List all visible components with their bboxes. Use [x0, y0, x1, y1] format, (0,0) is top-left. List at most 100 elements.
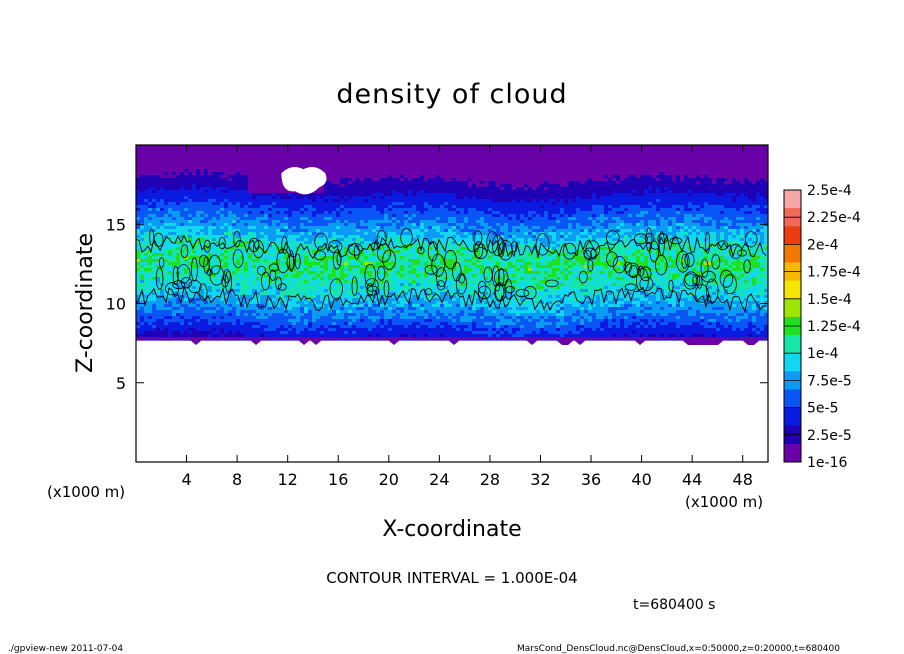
density-cell	[220, 145, 225, 149]
density-cell	[428, 145, 433, 149]
density-cell	[560, 154, 565, 158]
density-cell	[392, 154, 397, 158]
density-cell	[160, 166, 165, 170]
density-cell	[512, 157, 517, 161]
density-cell	[356, 169, 361, 173]
density-cell	[444, 148, 449, 152]
density-cell	[576, 196, 581, 200]
density-cell	[532, 181, 537, 185]
density-cell	[252, 196, 257, 200]
density-cell	[332, 172, 337, 176]
density-cell	[144, 202, 149, 206]
density-cell	[584, 151, 589, 155]
density-cell	[204, 160, 209, 164]
density-cell	[712, 196, 717, 200]
density-cell	[460, 184, 465, 188]
density-cell	[172, 178, 177, 182]
density-cell	[176, 190, 181, 194]
density-cell	[288, 202, 293, 206]
density-cell	[152, 163, 157, 167]
density-cell	[284, 190, 289, 194]
density-cell	[364, 148, 369, 152]
density-cell	[580, 193, 585, 197]
density-cell	[184, 199, 189, 203]
density-cell	[668, 199, 673, 203]
density-cell	[188, 157, 193, 161]
density-cell	[724, 196, 729, 200]
density-cell	[552, 190, 557, 194]
density-cell	[568, 187, 573, 191]
density-cell	[612, 163, 617, 167]
density-cell	[532, 163, 537, 167]
density-cell	[476, 175, 481, 179]
density-cell	[260, 184, 265, 188]
density-cell	[716, 199, 721, 203]
density-cell	[364, 184, 369, 188]
density-cell	[296, 205, 301, 209]
density-cell	[556, 175, 561, 179]
density-cell	[264, 148, 269, 152]
density-cell	[736, 172, 741, 176]
density-cell	[248, 193, 253, 197]
density-cell	[536, 193, 541, 197]
density-cell	[580, 160, 585, 164]
density-cell	[516, 187, 521, 191]
density-cell	[252, 184, 257, 188]
density-cell	[384, 202, 389, 206]
density-cell	[556, 193, 561, 197]
density-cell	[168, 181, 173, 185]
density-cell	[764, 154, 768, 158]
density-cell	[444, 172, 449, 176]
density-cell	[576, 145, 581, 149]
density-cell	[220, 154, 225, 158]
density-cell	[276, 178, 281, 182]
density-cell	[364, 145, 369, 149]
density-cell	[300, 166, 305, 170]
density-cell	[668, 157, 673, 161]
density-cell	[388, 148, 393, 152]
density-cell	[224, 193, 229, 197]
density-cell	[676, 169, 681, 173]
density-cell	[460, 157, 465, 161]
density-cell	[668, 145, 673, 149]
density-cell	[416, 145, 421, 149]
density-cell	[316, 196, 321, 200]
density-cell	[476, 178, 481, 182]
density-cell	[456, 157, 461, 161]
density-cell	[316, 187, 321, 191]
density-cell	[676, 184, 681, 188]
density-cell	[680, 175, 685, 179]
density-cell	[220, 202, 225, 206]
density-cell	[652, 145, 657, 149]
density-cell	[416, 202, 421, 206]
density-cell	[740, 181, 745, 185]
density-cell	[252, 145, 257, 149]
density-cell	[728, 202, 733, 206]
density-cell	[364, 160, 369, 164]
density-cell	[516, 166, 521, 170]
density-cell	[644, 166, 649, 170]
density-cell	[512, 163, 517, 167]
density-cell	[648, 163, 653, 167]
density-cell	[468, 151, 473, 155]
density-cell	[176, 175, 181, 179]
density-cell	[672, 169, 677, 173]
density-cell	[428, 187, 433, 191]
density-cell	[216, 178, 221, 182]
density-cell	[436, 196, 441, 200]
density-cell	[324, 151, 329, 155]
density-cell	[140, 184, 145, 188]
density-cell	[172, 172, 177, 176]
density-cell	[256, 199, 261, 203]
density-cell	[564, 157, 569, 161]
density-cell	[336, 178, 341, 182]
density-cell	[560, 172, 565, 176]
density-cell	[636, 184, 641, 188]
density-cell	[664, 166, 669, 170]
density-cell	[368, 148, 373, 152]
density-cell	[604, 187, 609, 191]
density-cell	[648, 190, 653, 194]
density-cell	[596, 202, 601, 206]
density-cell	[716, 157, 721, 161]
density-cell	[480, 172, 485, 176]
